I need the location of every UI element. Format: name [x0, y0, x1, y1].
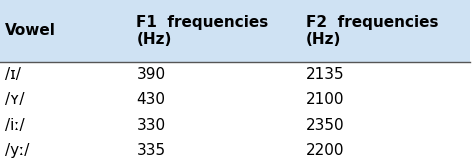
Text: Vowel: Vowel: [5, 23, 55, 38]
Text: 2100: 2100: [306, 92, 344, 107]
Text: F1  frequencies
(Hz): F1 frequencies (Hz): [137, 15, 269, 47]
Text: /yː/: /yː/: [5, 143, 29, 158]
Text: 2350: 2350: [306, 118, 344, 133]
Text: /ɪ/: /ɪ/: [5, 67, 20, 82]
Text: /ʏ/: /ʏ/: [5, 92, 24, 107]
Text: 335: 335: [137, 143, 165, 158]
Bar: [0, 0, 470, 62]
Text: 2200: 2200: [306, 143, 344, 158]
Text: 390: 390: [137, 67, 165, 82]
Text: 430: 430: [137, 92, 165, 107]
Text: /iː/: /iː/: [5, 118, 24, 133]
Text: F2  frequencies
(Hz): F2 frequencies (Hz): [306, 15, 438, 47]
Text: 2135: 2135: [306, 67, 344, 82]
Text: 330: 330: [137, 118, 165, 133]
